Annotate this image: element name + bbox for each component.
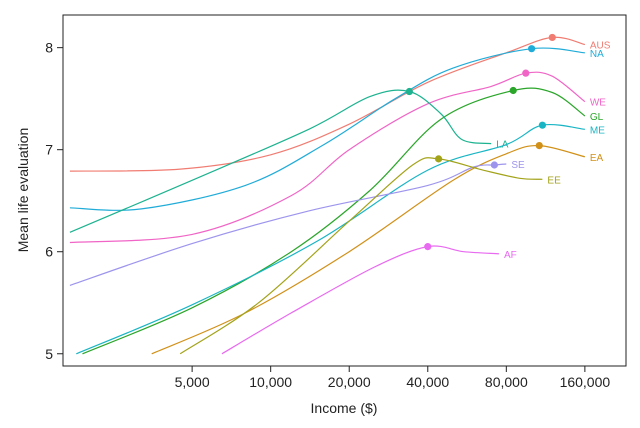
series-line [179,157,543,355]
series-peak-point [490,161,498,169]
series-ee: EE [179,155,561,355]
series-line [151,144,586,355]
series-label: ME [590,125,605,136]
series-aus: AUS [69,33,611,172]
x-tick-label: 160,000 [560,374,611,390]
series-we: WE [69,69,606,244]
series-peak-point [535,142,543,150]
series-label: AF [504,250,517,261]
series-line [69,47,585,211]
series-peak-point [538,121,547,129]
series-gl: GL [82,86,604,355]
y-tick-label: 8 [45,40,53,56]
y-axis-title: Mean life evaluation [15,128,31,253]
x-tick-label: 80,000 [485,374,528,390]
series-me: ME [76,121,605,355]
plot-frame [62,14,627,367]
x-tick-label: 10,000 [249,374,292,390]
x-tick-label: 5,000 [175,374,210,390]
series-line [82,87,586,355]
series-label: LA [496,140,509,151]
series-label: SE [511,160,525,171]
series-af: AF [221,243,517,355]
y-axis: 5 6 7 8 [45,40,63,362]
x-tick-label: 20,000 [328,374,371,390]
series-peak-point [528,45,536,53]
series-label: GL [590,112,604,123]
series-peak-point [548,33,556,42]
series-line [221,245,500,355]
series-label: EA [590,153,604,164]
x-tick-label: 40,000 [406,374,449,390]
series-line [76,124,585,355]
x-axis: 5,000 10,000 20,000 40,000 80,000 160,000 [175,366,611,390]
series-peak-point [424,243,432,251]
series-label: WE [590,98,606,109]
y-tick-label: 6 [45,244,53,260]
y-tick-label: 7 [45,142,53,158]
series-peak-point [522,69,530,77]
series-peak-point [434,155,443,163]
series-na: NA [69,45,604,211]
y-tick-label: 5 [45,346,53,362]
series-label: EE [547,175,561,186]
series-line [69,71,586,244]
series-la: LA [69,87,509,233]
x-axis-title: Income ($) [311,400,378,416]
series-ea: EA [151,142,604,355]
series-line [69,89,492,233]
series-line [69,163,507,286]
series-peak-point [509,86,517,95]
series-se: SE [69,160,525,286]
series-line [69,36,586,172]
series-peak-point [405,87,413,96]
series-label: NA [590,49,604,60]
series-label: AUS [590,41,611,52]
